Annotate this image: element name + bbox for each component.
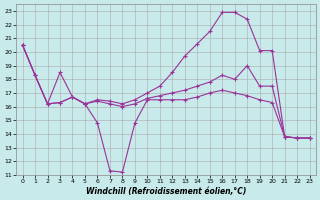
X-axis label: Windchill (Refroidissement éolien,°C): Windchill (Refroidissement éolien,°C) bbox=[86, 187, 246, 196]
